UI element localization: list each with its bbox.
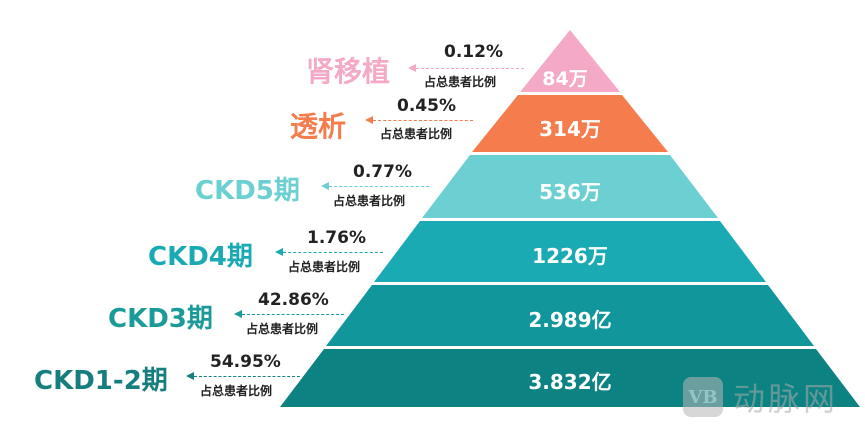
- population-ckd5: 536万: [539, 180, 601, 204]
- arrow-left-icon: [365, 116, 373, 124]
- arrow-left-icon: [275, 248, 283, 256]
- population-ckd3: 2.989亿: [528, 308, 612, 332]
- stage-kidney-transplant: 肾移植: [306, 55, 391, 88]
- arrow-left-icon: [186, 372, 194, 380]
- share-label: 占总患者比例: [200, 384, 273, 398]
- layer-ckd4: [374, 221, 766, 282]
- arrow-left-icon: [408, 64, 416, 72]
- share-ckd5: 0.77%: [353, 162, 412, 182]
- layer-dialysis: [472, 95, 668, 152]
- stage-dialysis: 透析: [290, 110, 347, 143]
- arrow-left-icon: [321, 182, 329, 190]
- population-ckd1-2: 3.832亿: [528, 370, 612, 394]
- arrow-left-icon: [234, 310, 242, 318]
- stage-ckd3: CKD3期: [108, 304, 213, 334]
- stage-ckd5: CKD5期: [195, 176, 300, 206]
- population-ckd4: 1226万: [532, 244, 608, 268]
- share-label: 占总患者比例: [380, 127, 453, 141]
- dashed-connector: [283, 252, 383, 253]
- population-kidney-transplant: 84万: [542, 68, 588, 90]
- share-ckd1-2: 54.95%: [210, 352, 281, 372]
- watermark-text: 动脉网: [733, 380, 839, 418]
- stage-ckd1-2: CKD1-2期: [34, 366, 168, 396]
- share-kidney-transplant: 0.12%: [444, 42, 503, 62]
- watermark: VB 动脉网: [683, 374, 838, 420]
- dashed-connector: [416, 68, 524, 69]
- layer-ckd3: [326, 285, 814, 346]
- layer-ckd5: [422, 155, 718, 218]
- dashed-connector: [329, 186, 429, 187]
- share-label: 占总患者比例: [333, 194, 406, 208]
- share-label: 占总患者比例: [424, 75, 497, 89]
- stage-ckd4: CKD4期: [148, 242, 253, 272]
- dashed-connector: [373, 120, 473, 121]
- share-ckd3: 42.86%: [258, 290, 329, 310]
- share-ckd4: 1.76%: [307, 228, 366, 248]
- population-dialysis: 314万: [539, 117, 601, 141]
- share-dialysis: 0.45%: [397, 96, 456, 116]
- dashed-connector: [242, 314, 344, 315]
- layer-kidney-transplant: [520, 30, 620, 92]
- share-label: 占总患者比例: [246, 322, 319, 336]
- dashed-connector: [194, 376, 300, 377]
- share-label: 占总患者比例: [288, 260, 361, 274]
- vb-logo-icon: VB: [683, 377, 723, 417]
